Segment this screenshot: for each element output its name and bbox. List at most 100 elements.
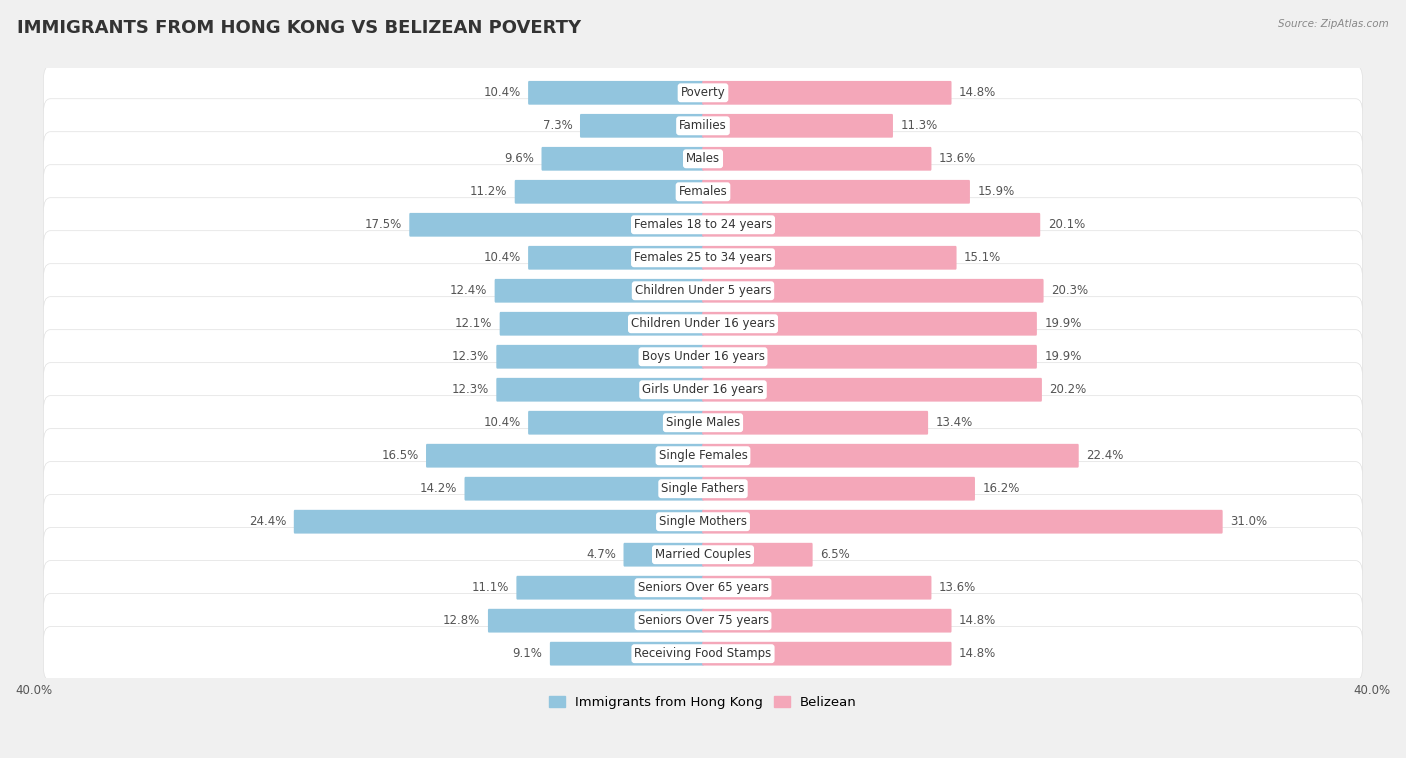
Text: 24.4%: 24.4% (249, 515, 287, 528)
Text: 14.8%: 14.8% (959, 647, 997, 660)
FancyBboxPatch shape (44, 396, 1362, 449)
Text: 13.6%: 13.6% (939, 152, 976, 165)
Text: Source: ZipAtlas.com: Source: ZipAtlas.com (1278, 19, 1389, 29)
FancyBboxPatch shape (702, 642, 952, 666)
Text: 12.3%: 12.3% (451, 384, 489, 396)
FancyBboxPatch shape (44, 362, 1362, 417)
Text: 14.8%: 14.8% (959, 614, 997, 627)
FancyBboxPatch shape (515, 180, 704, 204)
Text: IMMIGRANTS FROM HONG KONG VS BELIZEAN POVERTY: IMMIGRANTS FROM HONG KONG VS BELIZEAN PO… (17, 19, 581, 37)
FancyBboxPatch shape (702, 477, 974, 500)
FancyBboxPatch shape (516, 576, 704, 600)
Legend: Immigrants from Hong Kong, Belizean: Immigrants from Hong Kong, Belizean (544, 691, 862, 715)
FancyBboxPatch shape (44, 198, 1362, 252)
FancyBboxPatch shape (702, 279, 1043, 302)
Text: 16.2%: 16.2% (983, 482, 1019, 495)
FancyBboxPatch shape (581, 114, 704, 138)
Text: Girls Under 16 years: Girls Under 16 years (643, 384, 763, 396)
Text: 4.7%: 4.7% (586, 548, 616, 561)
Text: Boys Under 16 years: Boys Under 16 years (641, 350, 765, 363)
Text: 19.9%: 19.9% (1045, 318, 1081, 330)
FancyBboxPatch shape (702, 246, 956, 270)
FancyBboxPatch shape (550, 642, 704, 666)
FancyBboxPatch shape (702, 576, 931, 600)
FancyBboxPatch shape (623, 543, 704, 566)
FancyBboxPatch shape (44, 99, 1362, 153)
FancyBboxPatch shape (702, 180, 970, 204)
Text: 12.1%: 12.1% (454, 318, 492, 330)
Text: Seniors Over 65 years: Seniors Over 65 years (637, 581, 769, 594)
Text: Single Fathers: Single Fathers (661, 482, 745, 495)
FancyBboxPatch shape (496, 345, 704, 368)
Text: Females: Females (679, 185, 727, 199)
Text: 11.1%: 11.1% (471, 581, 509, 594)
Text: Seniors Over 75 years: Seniors Over 75 years (637, 614, 769, 627)
FancyBboxPatch shape (44, 462, 1362, 515)
Text: 15.1%: 15.1% (965, 251, 1001, 265)
FancyBboxPatch shape (495, 279, 704, 302)
FancyBboxPatch shape (44, 330, 1362, 384)
Text: Children Under 16 years: Children Under 16 years (631, 318, 775, 330)
FancyBboxPatch shape (44, 296, 1362, 351)
FancyBboxPatch shape (44, 528, 1362, 581)
FancyBboxPatch shape (44, 164, 1362, 219)
Text: 22.4%: 22.4% (1087, 449, 1123, 462)
FancyBboxPatch shape (702, 543, 813, 566)
Text: 12.3%: 12.3% (451, 350, 489, 363)
Text: 15.9%: 15.9% (977, 185, 1015, 199)
FancyBboxPatch shape (44, 230, 1362, 285)
Text: Females 25 to 34 years: Females 25 to 34 years (634, 251, 772, 265)
Text: Poverty: Poverty (681, 86, 725, 99)
Text: 13.4%: 13.4% (935, 416, 973, 429)
FancyBboxPatch shape (464, 477, 704, 500)
Text: Single Females: Single Females (658, 449, 748, 462)
Text: 6.5%: 6.5% (820, 548, 849, 561)
Text: 14.2%: 14.2% (419, 482, 457, 495)
FancyBboxPatch shape (702, 510, 1223, 534)
FancyBboxPatch shape (529, 246, 704, 270)
Text: 20.3%: 20.3% (1052, 284, 1088, 297)
Text: 10.4%: 10.4% (484, 86, 520, 99)
FancyBboxPatch shape (44, 495, 1362, 549)
Text: Males: Males (686, 152, 720, 165)
Text: 10.4%: 10.4% (484, 416, 520, 429)
Text: 12.4%: 12.4% (450, 284, 486, 297)
Text: 14.8%: 14.8% (959, 86, 997, 99)
Text: 11.2%: 11.2% (470, 185, 508, 199)
Text: Married Couples: Married Couples (655, 548, 751, 561)
FancyBboxPatch shape (409, 213, 704, 236)
Text: Receiving Food Stamps: Receiving Food Stamps (634, 647, 772, 660)
FancyBboxPatch shape (702, 213, 1040, 236)
FancyBboxPatch shape (702, 147, 931, 171)
FancyBboxPatch shape (44, 594, 1362, 648)
Text: Single Mothers: Single Mothers (659, 515, 747, 528)
Text: 20.1%: 20.1% (1047, 218, 1085, 231)
Text: 13.6%: 13.6% (939, 581, 976, 594)
FancyBboxPatch shape (488, 609, 704, 633)
FancyBboxPatch shape (294, 510, 704, 534)
Text: Females 18 to 24 years: Females 18 to 24 years (634, 218, 772, 231)
FancyBboxPatch shape (499, 312, 704, 336)
FancyBboxPatch shape (702, 312, 1036, 336)
FancyBboxPatch shape (702, 81, 952, 105)
Text: Families: Families (679, 119, 727, 133)
Text: Children Under 5 years: Children Under 5 years (634, 284, 772, 297)
Text: 16.5%: 16.5% (381, 449, 419, 462)
FancyBboxPatch shape (44, 264, 1362, 318)
FancyBboxPatch shape (44, 66, 1362, 120)
Text: 9.1%: 9.1% (512, 647, 543, 660)
FancyBboxPatch shape (702, 609, 952, 633)
FancyBboxPatch shape (702, 345, 1036, 368)
FancyBboxPatch shape (44, 132, 1362, 186)
Text: Single Males: Single Males (666, 416, 740, 429)
FancyBboxPatch shape (702, 411, 928, 434)
Text: 20.2%: 20.2% (1049, 384, 1087, 396)
FancyBboxPatch shape (529, 81, 704, 105)
Text: 31.0%: 31.0% (1230, 515, 1267, 528)
FancyBboxPatch shape (541, 147, 704, 171)
FancyBboxPatch shape (529, 411, 704, 434)
Text: 17.5%: 17.5% (364, 218, 402, 231)
Text: 19.9%: 19.9% (1045, 350, 1081, 363)
FancyBboxPatch shape (496, 377, 704, 402)
FancyBboxPatch shape (702, 444, 1078, 468)
